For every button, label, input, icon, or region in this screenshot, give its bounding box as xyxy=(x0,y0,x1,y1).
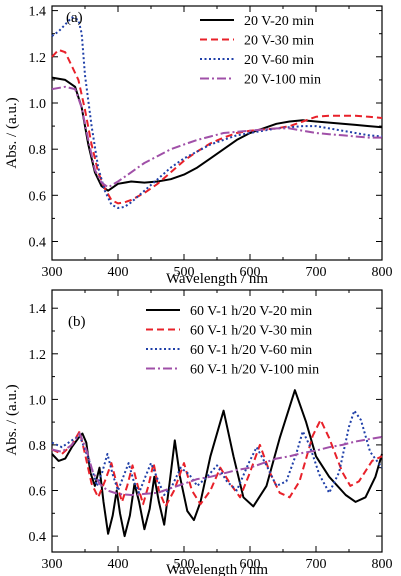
series-a xyxy=(51,16,383,209)
x-tick-label-b: 800 xyxy=(372,557,393,572)
ticks-b: 300 400 500 600 700 800 0.4 0.6 0.8 1.0 1.2 1.4 xyxy=(29,290,393,572)
series-line-b-3 xyxy=(51,409,383,496)
y-tick-label-a: 1.2 xyxy=(29,51,47,66)
x-tick-label-b: 500 xyxy=(174,557,195,572)
x-tick-label-b: 300 xyxy=(42,557,63,572)
series-line-b-4 xyxy=(51,432,383,496)
y-tick-label-b: 1.0 xyxy=(29,393,47,408)
panel-label-a: (a) xyxy=(66,10,83,26)
y-axis-title-a: Abs. / (a.u.) xyxy=(4,97,20,168)
x-tick-label-a: 600 xyxy=(240,265,261,280)
panel-label-b: (b) xyxy=(68,314,86,330)
x-tick-label-a: 700 xyxy=(306,265,327,280)
y-tick-label-a: 0.6 xyxy=(29,189,47,204)
x-tick-label-b: 700 xyxy=(306,557,327,572)
x-tick-label-a: 300 xyxy=(42,265,63,280)
legend-label-a-1: 20 V-20 min xyxy=(244,14,314,29)
y-tick-label-b: 0.8 xyxy=(29,439,47,454)
x-tick-label-a: 400 xyxy=(108,265,129,280)
legend-label-a-2: 20 V-30 min xyxy=(244,34,314,49)
legend-label-b-4: 60 V-1 h/20 V-100 min xyxy=(190,363,319,378)
plot-frame-a xyxy=(51,5,383,261)
series-line-a-3 xyxy=(51,16,383,209)
x-axis-title-a: Wavelength / nm xyxy=(166,271,268,287)
y-axis-title-b: Abs. / (a.u.) xyxy=(4,384,20,455)
y-tick-label-a: 0.8 xyxy=(29,143,47,158)
legend-label-a-3: 20 V-60 min xyxy=(244,53,314,68)
y-tick-label-b: 1.4 xyxy=(29,302,47,317)
y-tick-label-b: 0.4 xyxy=(29,530,47,545)
legend-label-b-3: 60 V-1 h/20 V-60 min xyxy=(190,343,312,358)
x-tick-label-a: 500 xyxy=(174,265,195,280)
series-line-a-2 xyxy=(51,48,383,205)
y-tick-label-a: 0.4 xyxy=(29,236,47,251)
panel-a: 300 400 500 600 700 800 0.4 0.6 0.8 1.0 1.2 1.4 20 … xyxy=(4,5,393,287)
x-tick-label-b: 400 xyxy=(108,557,129,572)
ticks-a: 300 400 500 600 700 800 0.4 0.6 0.8 1.0 1.2 1.4 xyxy=(29,5,393,280)
series-line-a-1 xyxy=(51,76,383,192)
series-line-a-4 xyxy=(51,85,382,189)
panel-b: 300 400 500 600 700 800 0.4 0.6 0.8 1.0 1.2 1.4 60 … xyxy=(4,289,393,576)
y-tick-label-a: 1.4 xyxy=(29,5,47,20)
x-tick-label-a: 800 xyxy=(372,265,393,280)
legend-label-a-4: 20 V-100 min xyxy=(244,73,321,88)
x-axis-title-b: Wavelength / nm xyxy=(166,562,268,576)
legend-label-b-2: 60 V-1 h/20 V-30 min xyxy=(190,324,312,339)
series-line-b-1 xyxy=(51,389,383,538)
y-tick-label-b: 1.2 xyxy=(29,348,47,363)
y-tick-label-a: 1.0 xyxy=(29,97,47,112)
series-b xyxy=(51,389,383,538)
legend-a: 20 V-20 min 20 V-30 min 20 V-60 min 20 V-10… xyxy=(200,14,321,88)
series-line-b-2 xyxy=(51,418,383,508)
legend-b: 60 V-1 h/20 V-20 min 60 V-1 h/20 V-30 min… xyxy=(146,304,319,378)
x-tick-label-b: 600 xyxy=(240,557,261,572)
y-tick-label-b: 0.6 xyxy=(29,485,47,500)
legend-label-b-1: 60 V-1 h/20 V-20 min xyxy=(190,304,312,319)
